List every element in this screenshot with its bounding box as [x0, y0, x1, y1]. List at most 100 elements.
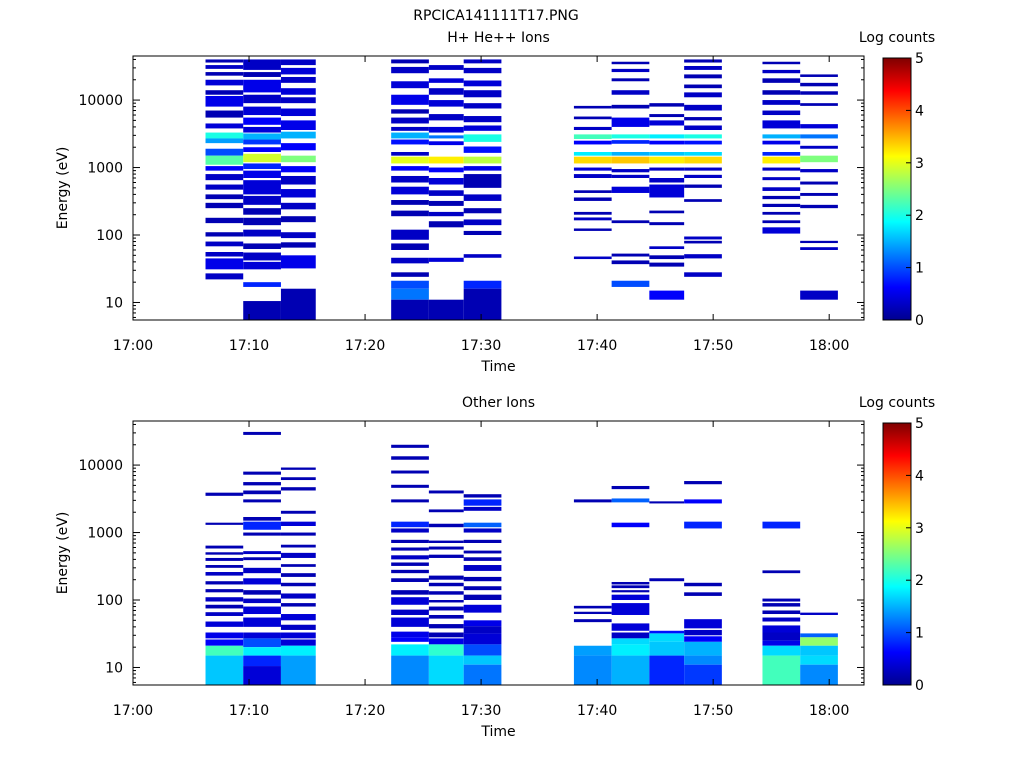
heatmap-cell [649, 222, 685, 226]
heatmap-cell [762, 151, 801, 156]
heatmap-cell [649, 290, 685, 300]
heatmap-cell [243, 551, 281, 555]
heatmap-cell [391, 94, 429, 105]
heatmap-cell [428, 141, 464, 146]
y-tick-label: 1000 [87, 526, 123, 542]
spectrogram-panel: 17:00 17:10 17:20 17:30 17:40 17:50 18:0010100… [55, 395, 935, 740]
heatmap-cell [428, 509, 464, 513]
heatmap-cell [280, 532, 316, 536]
heatmap-cell [205, 545, 244, 549]
heatmap-cell [611, 78, 650, 82]
heatmap-cell [684, 236, 722, 240]
heatmap-cell [684, 134, 722, 139]
heatmap-cell [684, 117, 722, 121]
heatmap-cell [684, 184, 722, 188]
colorbar: 0 1 2 3 4 5 Log counts [859, 395, 935, 694]
heatmap-cell [243, 655, 281, 667]
heatmap-cell [280, 166, 316, 173]
heatmap-cell [243, 590, 281, 595]
heatmap-cell [243, 59, 281, 70]
heatmap-cell [463, 67, 502, 74]
heatmap-cell [463, 59, 502, 64]
heatmap-cell [243, 208, 281, 215]
heatmap-cell [428, 126, 464, 133]
heatmap-cell [243, 471, 281, 475]
heatmap-cell [243, 567, 281, 574]
heatmap-cell [611, 603, 650, 615]
heatmap-cell [573, 645, 612, 656]
heatmap-cell [428, 88, 464, 95]
y-axis-label: Energy (eV) [55, 147, 71, 230]
colorbar-gradient [882, 57, 912, 321]
heatmap-cell [573, 619, 612, 623]
heatmap-cell [684, 156, 722, 164]
heatmap-cell [800, 204, 838, 209]
heatmap-cell [573, 167, 612, 171]
heatmap-cell [649, 151, 685, 156]
colorbar-tick-label: 3 [915, 156, 924, 172]
heatmap-cell [684, 65, 722, 70]
x-tick-label: 17:20 [345, 338, 385, 354]
heatmap-cell [243, 217, 281, 226]
heatmap-cell [391, 655, 429, 685]
heatmap-cell [391, 200, 429, 205]
heatmap-cell [280, 655, 316, 685]
heatmap-cell [800, 124, 838, 129]
heatmap-cell [243, 153, 281, 163]
heatmap-cell [428, 490, 464, 494]
heatmap-cell [573, 605, 612, 609]
heatmap-cell [573, 190, 612, 193]
heatmap-cell [205, 194, 244, 200]
heatmap-cell [463, 557, 502, 561]
heatmap-cell [205, 612, 244, 616]
heatmap-cell [762, 78, 801, 83]
heatmap-cell [391, 59, 429, 64]
heatmap-cell [684, 629, 722, 636]
heatmap-cell [243, 117, 281, 125]
heatmap-cell [800, 103, 838, 106]
heatmap-cell [573, 116, 612, 120]
heatmap-cell [762, 203, 801, 208]
heatmap-cell [649, 246, 685, 250]
heatmap-cell [762, 90, 801, 95]
heatmap-cell [573, 174, 612, 178]
colorbar-tick-label: 5 [915, 51, 924, 67]
panel-title: H+ He++ Ions [447, 30, 550, 46]
heatmap-cell [391, 569, 429, 574]
heatmap-cell [463, 506, 502, 511]
heatmap-cell [463, 586, 502, 591]
heatmap-cell [684, 74, 722, 79]
heatmap-cell [463, 528, 502, 533]
heatmap-cell [391, 109, 429, 114]
heatmap-cell [243, 282, 281, 287]
x-axis-label: Time [480, 359, 515, 375]
heatmap-cell [463, 80, 502, 87]
heatmap-cell [391, 257, 429, 264]
heatmap-cell [205, 645, 244, 656]
heatmap-cell [611, 594, 650, 601]
heatmap-cell [800, 633, 838, 638]
heatmap-cell [649, 655, 685, 685]
heatmap-cell [391, 175, 429, 183]
heatmap-cell [205, 166, 244, 171]
heatmap-cell [280, 59, 316, 66]
heatmap-cell [800, 134, 838, 139]
heatmap-cell [391, 229, 429, 240]
heatmap-cell [463, 208, 502, 214]
colorbar-tick-label: 4 [915, 468, 924, 484]
heatmap-cell [391, 555, 429, 560]
heatmap-cell [280, 467, 316, 470]
heatmap-cell [205, 581, 244, 585]
heatmap-cell [428, 221, 464, 228]
heatmap-cell [428, 632, 464, 638]
heatmap-cell [428, 114, 464, 121]
heatmap-cell [428, 575, 464, 580]
heatmap-cell [205, 79, 244, 86]
heatmap-cell [573, 256, 612, 260]
heatmap-cell [280, 582, 316, 587]
heatmap-cell [391, 288, 429, 300]
heatmap-cell [611, 104, 650, 109]
heatmap-cell [243, 229, 281, 237]
heatmap-cell [684, 92, 722, 98]
